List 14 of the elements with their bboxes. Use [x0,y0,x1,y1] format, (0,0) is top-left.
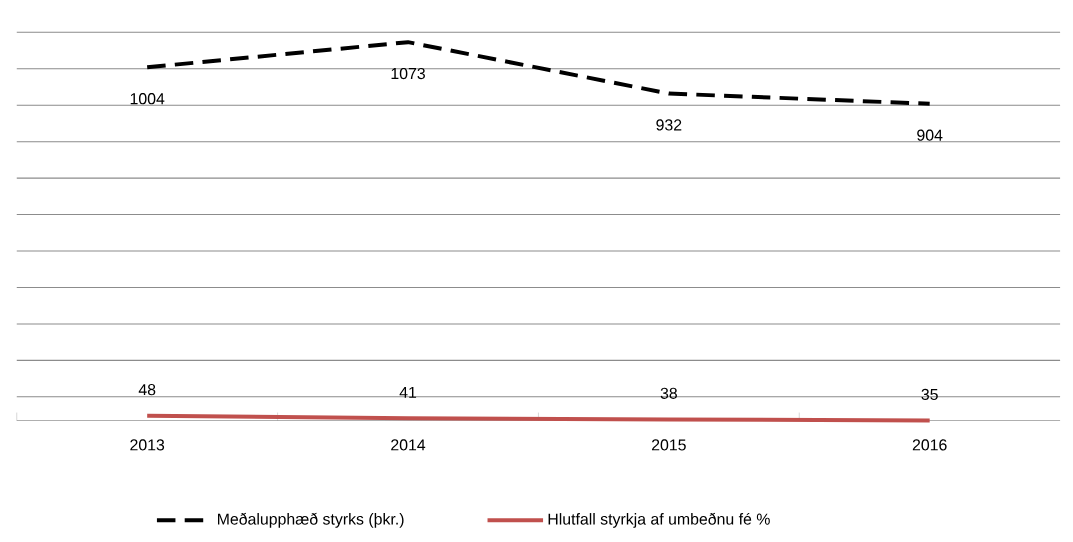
data-label: 41 [399,387,417,399]
legend-label: Hlutfall styrkja af umbeðnu fé % [548,513,770,529]
data-label: 904 [917,129,943,142]
legend-label: Meðalupphæð styrks (þkr.) [218,513,404,529]
data-label: 1004 [130,93,165,105]
x-tick-label: 2015 [651,439,686,451]
data-label: 38 [660,387,677,400]
x-tick-label: 2014 [391,439,426,451]
x-tick-label: 2013 [130,439,165,451]
data-label: 932 [656,119,682,131]
data-label: 35 [921,389,938,401]
x-tick-label: 2016 [912,439,947,451]
data-label: 48 [138,384,156,396]
data-label: 1073 [391,68,425,80]
